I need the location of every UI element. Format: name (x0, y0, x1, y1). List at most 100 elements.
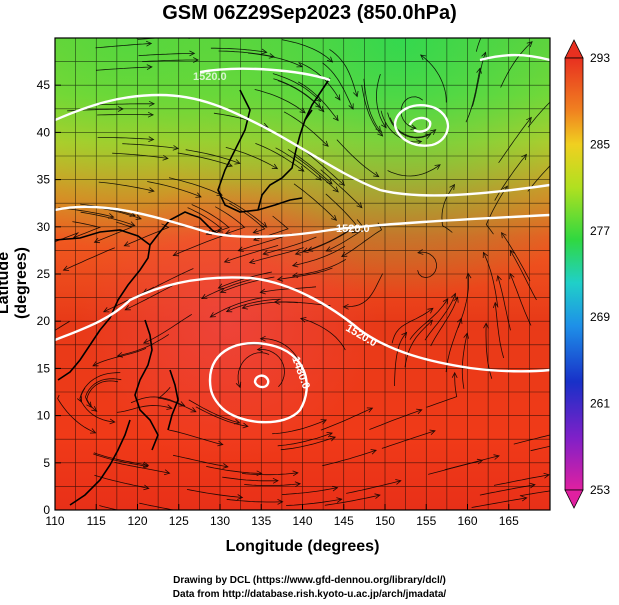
streamline-arrowhead (329, 435, 337, 442)
streamline-arrowhead (509, 272, 515, 280)
streamline-arrowhead (129, 221, 136, 227)
streamline-arrowhead (351, 227, 358, 234)
streamline-arrowhead (434, 164, 441, 170)
streamline-arrowhead (189, 50, 196, 57)
streamline-arrowhead (326, 432, 333, 438)
streamline-arrowhead (453, 296, 459, 303)
streamline (112, 152, 168, 159)
streamline (201, 278, 255, 299)
streamline-arrowhead (142, 462, 149, 469)
colorbar-max-arrow (564, 39, 584, 59)
streamline (97, 137, 154, 140)
streamline (457, 273, 470, 329)
x-tick-label: 125 (169, 514, 189, 528)
streamline (475, 38, 482, 52)
streamline-arrowhead (172, 250, 179, 257)
streamline (293, 183, 337, 221)
streamline (95, 66, 152, 71)
streamline-arrowhead (334, 94, 341, 101)
streamline-arrowhead (496, 274, 502, 282)
x-tick-label: 130 (210, 514, 230, 528)
streamline (248, 52, 303, 68)
streamline-arrowhead (296, 62, 303, 68)
streamline-arrowhead (526, 116, 532, 123)
streamline-arrowhead (147, 111, 155, 118)
streamline (185, 149, 241, 164)
streamline-arrowhead (315, 102, 322, 109)
colorbar-tick-label: 253 (590, 483, 610, 497)
streamline (376, 73, 387, 128)
streamline-arrowhead (209, 312, 216, 318)
streamline (228, 202, 266, 234)
streamline (509, 250, 537, 301)
streamline (139, 502, 176, 510)
streamline (55, 232, 79, 243)
colorbar-tick-label: 293 (590, 51, 610, 65)
lat-lon-grid (55, 38, 550, 510)
streamline (215, 206, 246, 235)
streamline-arrowhead (252, 228, 259, 234)
streamline (297, 81, 339, 121)
streamline (114, 461, 170, 474)
streamline (494, 302, 505, 359)
streamline (530, 445, 550, 452)
streamline-arrowhead (521, 495, 528, 502)
streamline (324, 494, 380, 506)
streamline (263, 236, 317, 255)
streamline-arrowhead (93, 237, 101, 244)
streamline-arrowhead (483, 322, 489, 329)
streamline (501, 232, 531, 281)
streamline (241, 472, 298, 476)
streamline-arrowhead (370, 449, 377, 455)
streamline (168, 429, 223, 445)
y-tick-label: 20 (37, 314, 51, 328)
x-tick-label: 140 (292, 514, 312, 528)
streamline (94, 221, 133, 243)
streamline-arrowhead (163, 469, 171, 476)
credit-data: Data from http://database.rish.kyoto-u.a… (172, 589, 447, 600)
streamline (97, 114, 154, 116)
x-tick-label: 120 (127, 514, 147, 528)
streamline (124, 223, 170, 247)
streamline-arrowhead (248, 258, 256, 265)
streamline (483, 252, 498, 307)
streamline (55, 321, 70, 331)
streamline (493, 474, 550, 486)
streamline (195, 406, 248, 427)
streamline (336, 139, 379, 177)
streamline-arrowhead (242, 422, 249, 429)
streamline-arrowhead (190, 407, 197, 413)
streamline (426, 372, 458, 408)
y-tick-label: 10 (37, 409, 51, 423)
streamline-arrowhead (410, 124, 417, 130)
streamline (219, 196, 267, 228)
streamline (409, 298, 449, 340)
streamline-arrowhead (395, 479, 402, 485)
y-tick-label: 5 (43, 456, 50, 470)
streamline-arrowhead (261, 48, 268, 55)
streamline (143, 313, 193, 344)
streamline-arrowhead (322, 140, 329, 147)
streamline (363, 78, 381, 132)
streamline-arrowhead (318, 106, 325, 113)
streamline-arrowhead (419, 54, 427, 61)
streamline-arrowhead (259, 335, 266, 342)
colorbar-tick-label: 269 (590, 310, 610, 324)
streamline-arrowhead (429, 429, 436, 435)
streamline-arrowhead (366, 407, 374, 413)
streamline-arrowhead (294, 250, 302, 256)
contour-label: 1520.0 (336, 223, 370, 235)
streamline (79, 372, 121, 403)
streamline-arrowhead (261, 221, 268, 228)
streamline (513, 434, 550, 445)
streamline (237, 352, 270, 388)
streamline (173, 454, 228, 468)
streamline-arrowhead (123, 241, 130, 247)
streamline-arrowhead (142, 338, 150, 344)
streamline (391, 307, 434, 344)
streamline-arrowhead (543, 472, 550, 479)
streamline-arrowhead (465, 272, 472, 279)
streamline-arrowhead (116, 352, 124, 358)
streamline (220, 276, 275, 293)
streamline-arrowhead (195, 192, 202, 198)
